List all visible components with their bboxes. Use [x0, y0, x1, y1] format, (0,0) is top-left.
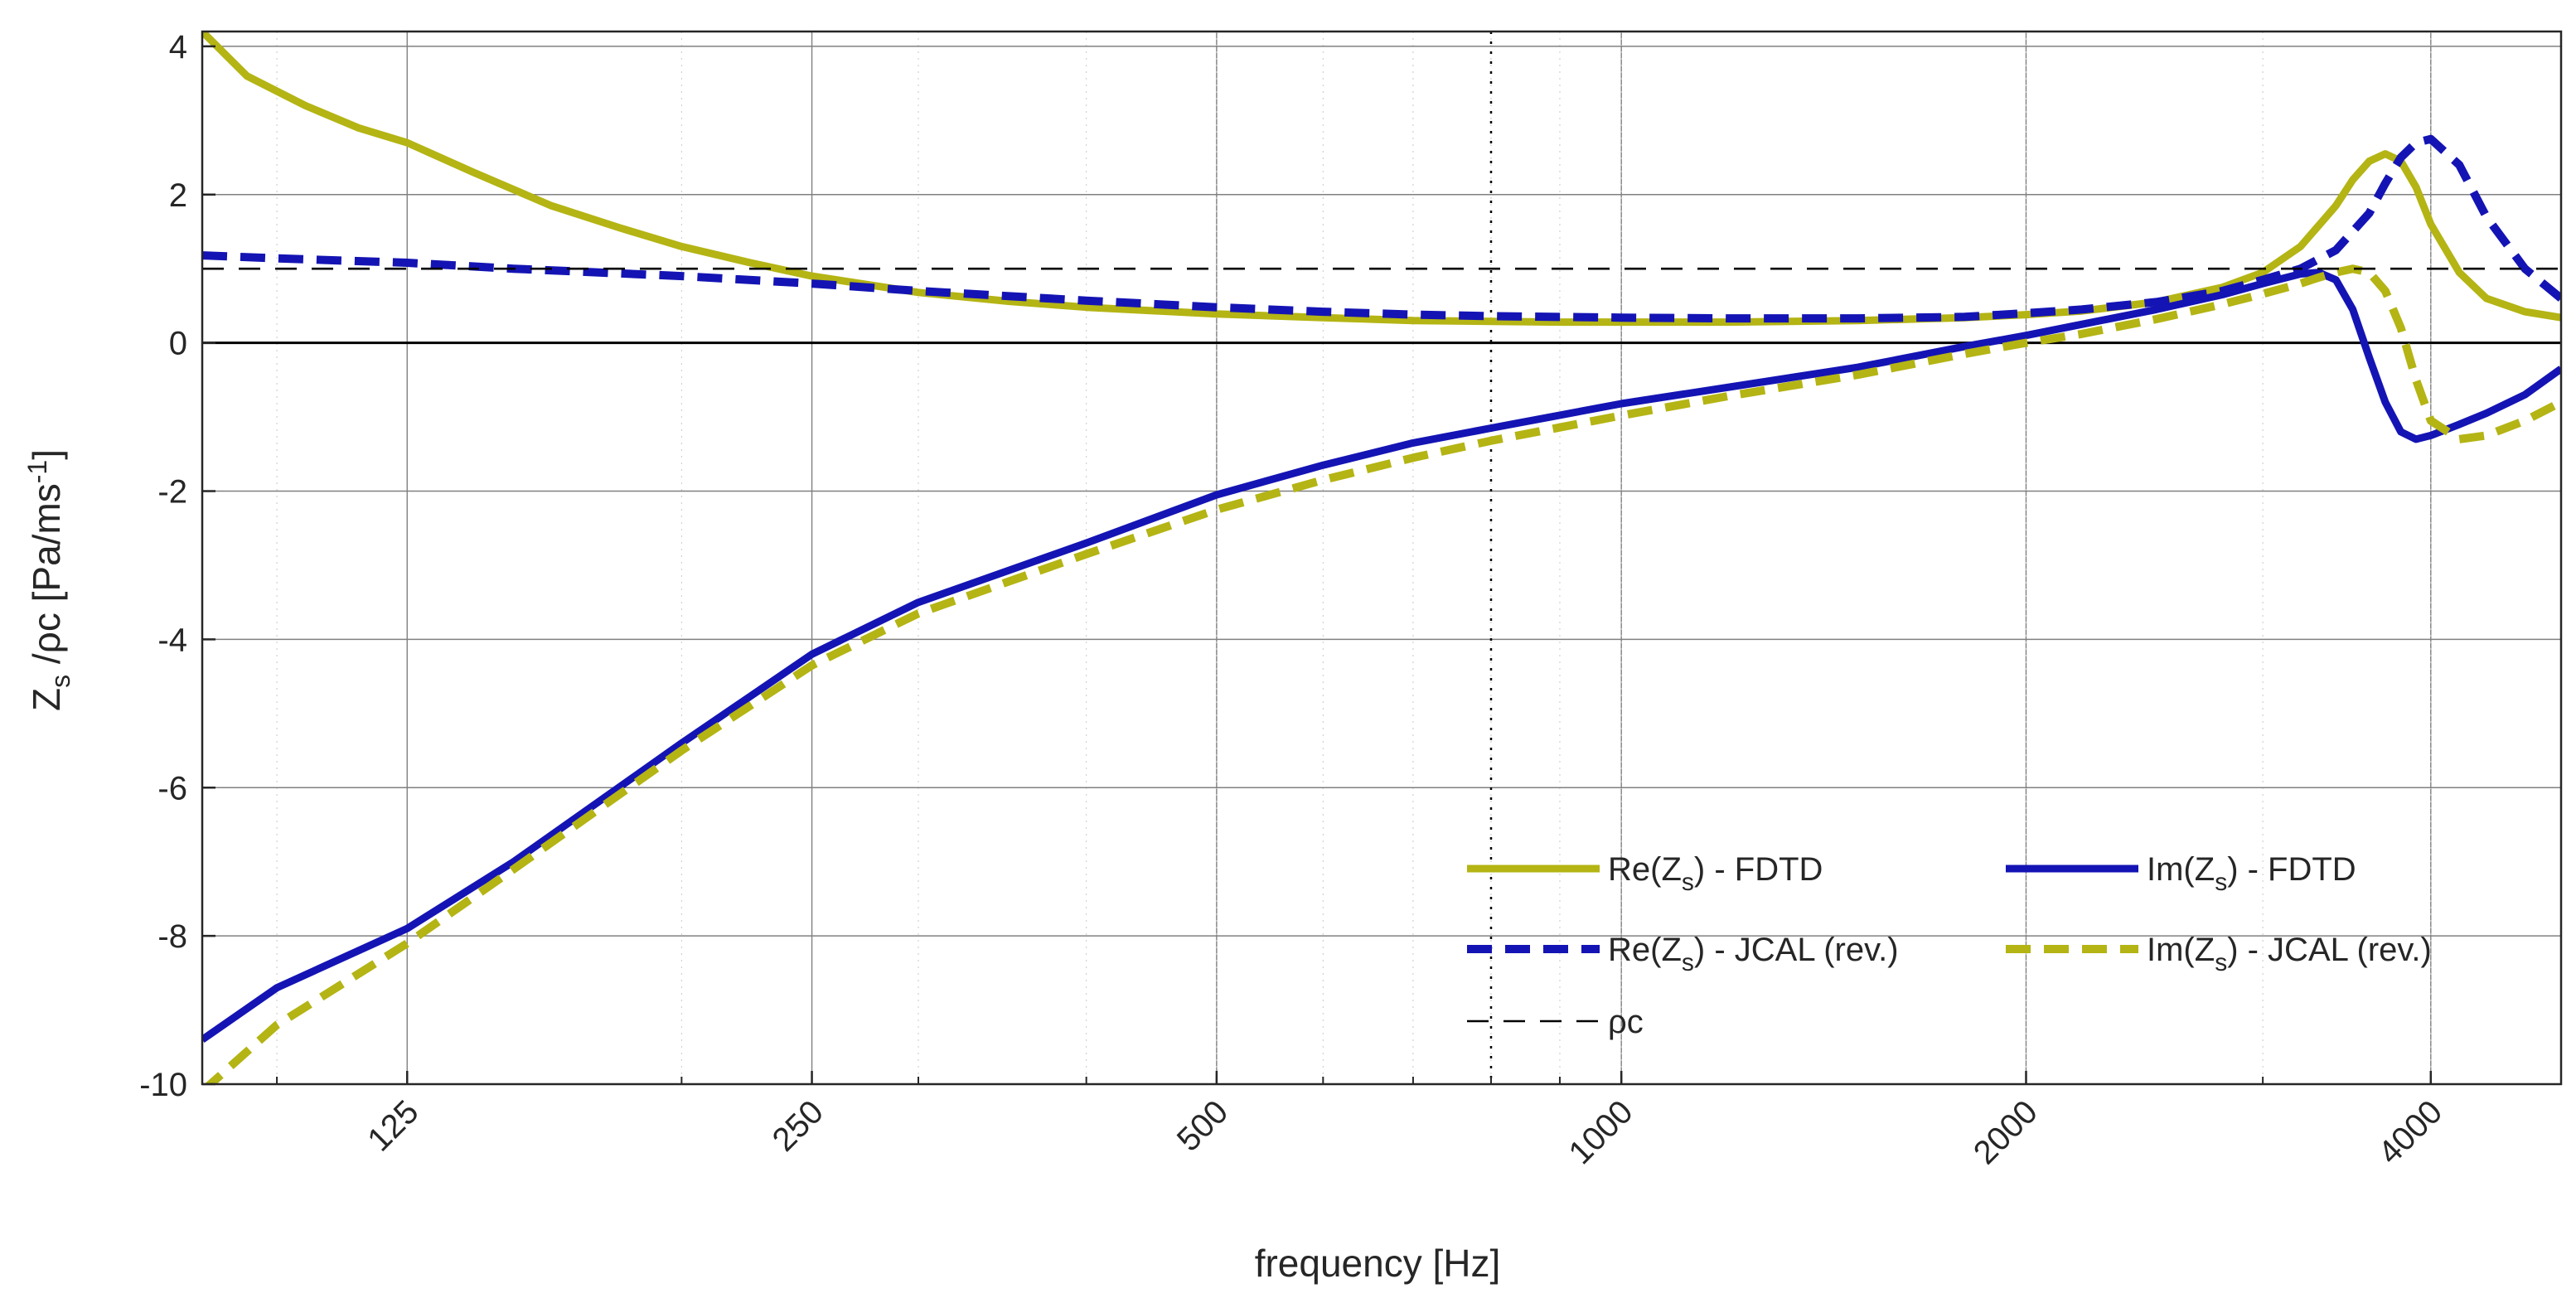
legend-label-4: ρc: [1608, 1004, 1644, 1040]
legend-label-0: Re(Zs) - FDTD: [1608, 851, 1823, 896]
reference-lines: [202, 31, 2561, 1084]
y-tick-label: -2: [157, 474, 187, 511]
y-tick-label: 4: [169, 29, 187, 65]
y-tick-label: -6: [157, 770, 187, 806]
series-line-3: [204, 264, 2561, 1084]
series-line-0: [202, 31, 2561, 327]
legend: Re(Zs) - FDTD Re(Zs) - JCAL (rev.) Im(Zs) …: [1467, 851, 2432, 1040]
y-tick-label: -10: [139, 1067, 187, 1103]
y-tick-label: -4: [157, 622, 187, 658]
y-tick-label: 0: [169, 326, 187, 362]
legend-label-3: Im(Zs) - JCAL (rev.): [2147, 932, 2432, 976]
y-tick-label: -8: [157, 918, 187, 955]
y-axis-label: Zs /ρc [Pa/ms-1]: [22, 449, 75, 711]
legend-label-2: Im(Zs) - FDTD: [2147, 851, 2356, 896]
x-axis-label: frequency [Hz]: [1255, 1242, 1501, 1285]
series-line-2: [202, 269, 2561, 1043]
series-line-1: [202, 134, 2561, 323]
y-tick-label: 2: [169, 177, 187, 214]
legend-label-1: Re(Zs) - JCAL (rev.): [1608, 932, 1899, 976]
series-lines: [202, 31, 2561, 1084]
plot-frame: [201, 30, 2563, 1086]
